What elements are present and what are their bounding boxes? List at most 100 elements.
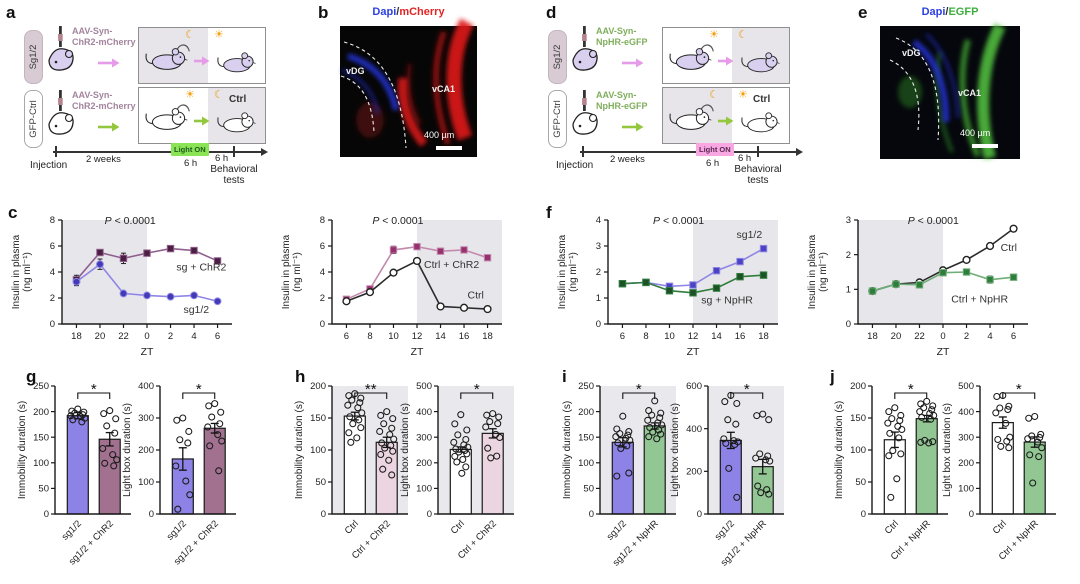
data-point xyxy=(712,267,721,275)
svg-text:16: 16 xyxy=(735,331,746,342)
ctrl-label: Ctrl xyxy=(229,94,247,105)
data-point xyxy=(1002,419,1010,427)
line-chart-c-left: 0 2 4 6 8 18 20 22 0 2 4 6 ZT Insulin in plasma(ng ml… xyxy=(10,210,240,370)
data-point xyxy=(99,444,107,452)
svg-text:sg1/2: sg1/2 xyxy=(183,304,209,316)
svg-text:0: 0 xyxy=(427,509,432,520)
data-point xyxy=(453,458,461,466)
timeline-2weeks: 2 weeks xyxy=(86,154,121,165)
data-point xyxy=(1009,224,1018,233)
svg-text:2: 2 xyxy=(320,293,325,304)
data-point xyxy=(389,415,397,423)
data-point xyxy=(626,436,634,444)
data-point xyxy=(756,450,764,458)
data-point xyxy=(765,416,773,424)
svg-text:2: 2 xyxy=(596,267,601,278)
data-point xyxy=(868,287,877,295)
svg-text:18: 18 xyxy=(758,331,769,342)
svg-text:100: 100 xyxy=(33,458,49,469)
data-point xyxy=(213,297,222,306)
data-point xyxy=(347,438,355,446)
svg-text:0: 0 xyxy=(149,509,154,520)
significance-stars: * xyxy=(744,381,750,398)
data-point xyxy=(211,400,219,408)
svg-text:6: 6 xyxy=(620,331,625,342)
data-point xyxy=(390,435,398,443)
timeline-behavioral-tests: Behavioral tests xyxy=(210,164,258,186)
data-point xyxy=(463,450,471,458)
data-point xyxy=(176,436,184,444)
data-point xyxy=(77,413,85,421)
data-point xyxy=(111,429,119,437)
data-point xyxy=(106,407,114,415)
region-label-vdg: vDG xyxy=(902,48,921,58)
light-on-badge: Light ON xyxy=(696,143,734,156)
data-point xyxy=(184,439,192,447)
data-point xyxy=(186,491,194,499)
data-point xyxy=(357,424,365,432)
svg-text:Ctrl + NpHR: Ctrl + NpHR xyxy=(951,294,1008,306)
stage-box: ☾ ☀ xyxy=(138,27,266,84)
arrow-icon xyxy=(98,122,120,132)
data-point xyxy=(214,431,222,439)
data-point xyxy=(725,464,733,472)
data-point xyxy=(383,408,391,416)
bar-chart-g-immobility: sg1/2 sg1/2 + ChR2 * 0 50 100 150 200 250 Immobil… xyxy=(15,372,137,584)
svg-text:200: 200 xyxy=(138,445,154,456)
svg-text:P < 0.0001: P < 0.0001 xyxy=(105,215,156,227)
data-point xyxy=(759,244,768,253)
data-point xyxy=(413,242,421,251)
data-point xyxy=(920,404,928,412)
data-point xyxy=(993,392,1001,401)
ctrl-label: Ctrl xyxy=(753,94,771,105)
image-title: Dapi/mCherry xyxy=(372,6,445,18)
data-point xyxy=(736,272,744,281)
svg-text:300: 300 xyxy=(958,432,974,443)
svg-text:150: 150 xyxy=(310,413,326,424)
svg-text:400: 400 xyxy=(138,381,154,392)
data-point xyxy=(929,402,937,410)
arrow-icon xyxy=(622,122,644,132)
data-point xyxy=(992,409,1000,417)
data-point xyxy=(378,439,386,447)
bar-chart-i-lightbox: sg1/2 sg1/2 + NpHR * 0 200 400 600 Light box du… xyxy=(668,372,790,584)
data-point xyxy=(377,411,385,419)
mouse-icon xyxy=(668,44,714,71)
data-point xyxy=(208,413,216,421)
significance-stars: * xyxy=(1016,381,1022,398)
data-point xyxy=(113,456,121,464)
svg-text:200: 200 xyxy=(850,381,866,392)
svg-text:Ctrl: Ctrl xyxy=(883,518,901,536)
svg-text:sg1/2: sg1/2 xyxy=(713,518,737,542)
panel-letter-a: a xyxy=(6,3,16,22)
data-point xyxy=(897,450,905,458)
data-point xyxy=(119,254,128,263)
data-point xyxy=(109,451,117,459)
data-point xyxy=(886,429,894,437)
data-point xyxy=(100,410,108,418)
svg-text:10: 10 xyxy=(664,331,675,342)
scale-bar xyxy=(972,144,998,148)
mcherry-label: mCherry xyxy=(399,6,445,18)
panel-letter-g: g xyxy=(26,367,37,386)
moon-icon: ☾ xyxy=(709,89,719,101)
data-point xyxy=(385,456,393,464)
c1-line-chart: 0 2 4 6 8 18 20 22 0 2 4 6 ZT Insulin in plasma(ng ml… xyxy=(11,215,232,358)
data-point xyxy=(436,247,445,255)
data-point xyxy=(623,442,631,450)
data-point xyxy=(889,447,897,455)
data-point xyxy=(462,463,470,471)
svg-text:14: 14 xyxy=(711,331,722,342)
data-point xyxy=(166,292,175,301)
data-point xyxy=(112,415,120,423)
scale-bar xyxy=(436,146,462,150)
svg-text:sg + NpHR: sg + NpHR xyxy=(701,295,753,307)
data-point xyxy=(1035,453,1043,461)
data-point xyxy=(618,280,627,288)
bar xyxy=(915,418,938,515)
svg-text:0: 0 xyxy=(861,509,866,520)
line-chart-f-left: 0 1 2 3 4 6 8 10 12 14 16 18 ZT Insulin in plasma(ng … xyxy=(556,210,786,370)
data-point xyxy=(985,241,995,251)
